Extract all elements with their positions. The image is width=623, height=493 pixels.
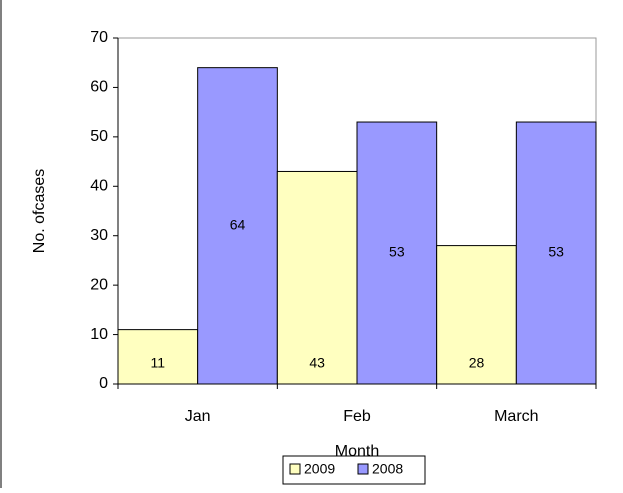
legend-label: 2009 [304, 461, 335, 477]
bar [436, 245, 517, 385]
y-axis-title: No. ofcases [31, 169, 48, 253]
data-label: 28 [469, 355, 485, 371]
bar [356, 121, 438, 385]
y-tick-label: 0 [99, 375, 108, 392]
y-tick-label: 70 [90, 29, 108, 46]
legend: 2009 2008 [282, 455, 426, 485]
x-tick-label: Feb [343, 408, 371, 425]
legend-swatch [289, 463, 301, 475]
x-tick-label: March [494, 408, 538, 425]
legend-box [282, 455, 426, 485]
data-label: 64 [230, 217, 246, 233]
y-tick-label: 40 [90, 178, 108, 195]
data-label: 11 [151, 355, 166, 371]
data-label: 43 [309, 355, 325, 371]
y-tick-label: 60 [90, 79, 108, 96]
y-tick-label: 50 [90, 128, 108, 145]
y-tick-label: 30 [90, 227, 108, 244]
bar [276, 170, 358, 385]
y-tick-label: 10 [90, 326, 108, 343]
data-label: 53 [548, 244, 564, 260]
y-tick-label: 20 [90, 276, 108, 293]
x-tick-label: Jan [185, 408, 211, 425]
legend-label: 2008 [372, 461, 403, 477]
legend-swatch [357, 463, 369, 475]
bar [515, 121, 597, 385]
data-label: 53 [389, 244, 405, 260]
